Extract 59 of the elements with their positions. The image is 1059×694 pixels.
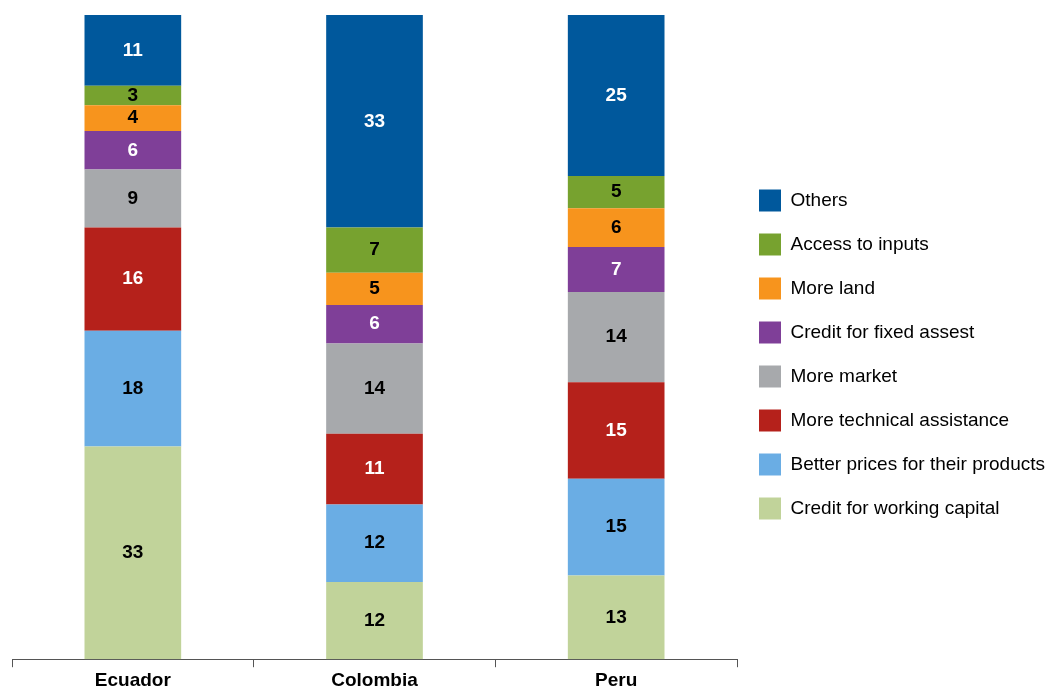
bar bbox=[326, 304, 423, 344]
bar bbox=[326, 272, 423, 305]
data-label: 33 bbox=[122, 541, 144, 563]
data-label: 6 bbox=[610, 215, 622, 237]
legend-label: More market bbox=[790, 364, 898, 386]
bar bbox=[326, 504, 423, 582]
bar bbox=[326, 433, 423, 505]
data-label: 5 bbox=[369, 277, 381, 299]
bar bbox=[84, 330, 182, 447]
bar bbox=[567, 478, 665, 576]
bar bbox=[326, 15, 423, 228]
data-label: 6 bbox=[369, 312, 380, 334]
legend-label: More land bbox=[790, 276, 875, 298]
data-label: 12 bbox=[363, 531, 386, 553]
data-label: 15 bbox=[605, 418, 628, 440]
bar bbox=[326, 581, 423, 660]
data-label: 14 bbox=[363, 376, 386, 398]
bar bbox=[567, 246, 665, 293]
data-label: 13 bbox=[605, 605, 627, 627]
bar bbox=[567, 575, 665, 660]
data-label: 9 bbox=[127, 186, 139, 208]
bar bbox=[84, 130, 182, 170]
data-label: 7 bbox=[369, 238, 380, 260]
bar bbox=[567, 382, 665, 479]
x-tick-label: Ecuador bbox=[94, 668, 172, 690]
data-label: 11 bbox=[122, 38, 144, 60]
bar bbox=[84, 446, 182, 660]
bar bbox=[326, 227, 423, 273]
legend-label: Others bbox=[790, 188, 848, 210]
data-label: 33 bbox=[363, 109, 386, 131]
legend-label: Access to inputs bbox=[790, 232, 929, 254]
data-label: 12 bbox=[363, 608, 386, 630]
data-label: 11 bbox=[364, 457, 385, 479]
legend-label: More technical assistance bbox=[790, 408, 1010, 430]
bar bbox=[84, 227, 182, 331]
bar bbox=[84, 15, 182, 86]
data-label: 14 bbox=[605, 325, 628, 347]
data-label: 5 bbox=[610, 180, 622, 202]
legend-label: Credit for working capital bbox=[790, 496, 1000, 518]
data-label: 15 bbox=[605, 515, 628, 537]
data-label: 3 bbox=[127, 83, 139, 105]
bar bbox=[567, 15, 665, 177]
data-label: 7 bbox=[610, 257, 622, 279]
bar bbox=[84, 169, 182, 228]
x-tick-label: Peru bbox=[595, 668, 638, 690]
bar bbox=[326, 343, 423, 434]
legend-label: Credit for fixed assest bbox=[790, 320, 975, 342]
bar bbox=[84, 105, 182, 131]
bar bbox=[567, 176, 665, 209]
x-tick-label: Colombia bbox=[331, 668, 419, 690]
bar bbox=[567, 208, 665, 247]
bar bbox=[567, 292, 665, 383]
data-label: 18 bbox=[122, 376, 144, 398]
data-label: 4 bbox=[127, 106, 139, 128]
data-label: 25 bbox=[605, 83, 628, 105]
bar bbox=[84, 85, 182, 106]
legend-label: Better prices for their products bbox=[790, 452, 1045, 474]
data-label: 6 bbox=[127, 138, 139, 160]
data-label: 16 bbox=[122, 267, 144, 289]
